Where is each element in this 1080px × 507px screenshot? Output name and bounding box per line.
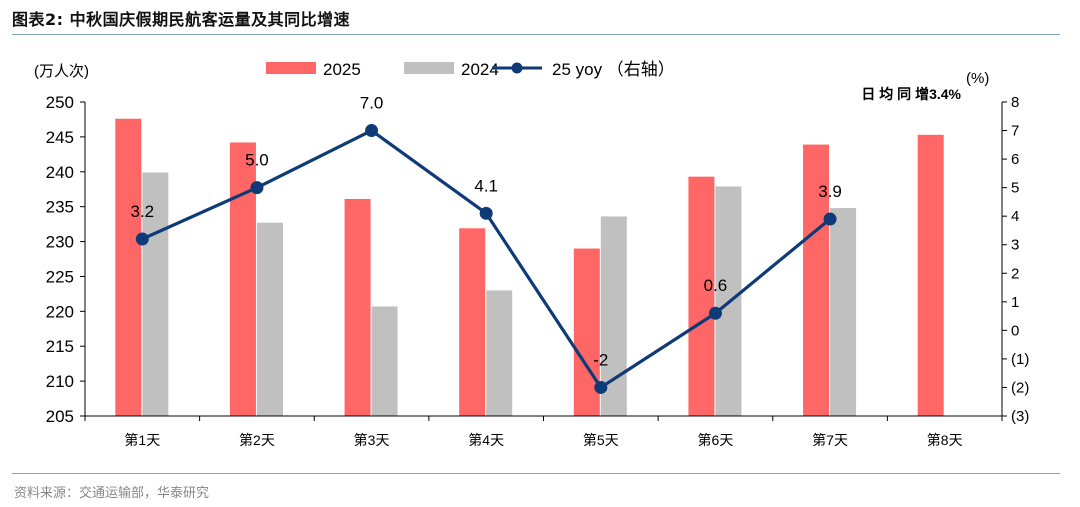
left-tick-label: 245 — [46, 128, 74, 147]
right-tick-label: 2 — [1011, 265, 1019, 282]
bar-2024-第3天 — [371, 306, 398, 416]
left-tick-label: 220 — [46, 302, 74, 321]
left-tick-label: 230 — [46, 233, 74, 252]
left-axis-label: (万人次) — [34, 63, 89, 80]
right-tick-label: 6 — [1011, 151, 1019, 168]
x-tick-label: 第4天 — [468, 432, 504, 448]
right-tick-label: 1 — [1011, 294, 1019, 311]
yoy-point-第1天 — [135, 232, 149, 246]
bar-2024-第7天 — [830, 208, 857, 416]
legend-label-2025: 2025 — [323, 60, 361, 79]
left-tick-label: 225 — [46, 267, 74, 286]
legend-swatch-2025 — [266, 62, 316, 74]
legend-marker-yoy — [511, 62, 523, 74]
x-tick-label: 第3天 — [354, 432, 390, 448]
bar-2024-第2天 — [256, 222, 283, 416]
yoy-point-第7天 — [823, 212, 837, 226]
right-tick-label: 5 — [1011, 180, 1019, 197]
left-tick-label: 250 — [46, 93, 74, 112]
legend-label-yoy: 25 yoy （右轴） — [552, 60, 675, 79]
right-tick-label: 8 — [1011, 94, 1019, 111]
source-divider — [12, 473, 1060, 474]
x-tick-label: 第7天 — [812, 432, 848, 448]
yoy-data-label-第1天: 3.2 — [130, 202, 154, 221]
left-tick-label: 210 — [46, 372, 74, 391]
bar-2025-第4天 — [459, 228, 486, 416]
bar-2025-第6天 — [688, 176, 715, 416]
bar-2025-第7天 — [803, 144, 830, 416]
source-note: 资料来源：交通运输部，华泰研究 — [14, 486, 210, 501]
bar-2025-第1天 — [115, 118, 142, 416]
yoy-point-第5天 — [594, 380, 608, 394]
yoy-data-label-第7天: 3.9 — [818, 182, 842, 201]
legend-swatch-2024 — [404, 62, 454, 74]
annotation-daily-growth: 日 均 同 增3.4% — [861, 86, 961, 102]
yoy-point-第3天 — [365, 124, 379, 138]
yoy-data-label-第5天: -2 — [593, 350, 608, 369]
yoy-data-label-第6天: 0.6 — [704, 276, 728, 295]
chart: 205210215220225230235240245250(3)(2)(1)0… — [34, 60, 1029, 448]
right-axis-label: (%) — [966, 70, 989, 87]
yoy-data-label-第2天: 5.0 — [245, 151, 269, 170]
left-tick-label: 205 — [46, 407, 74, 426]
title-divider — [12, 34, 1060, 35]
x-tick-label: 第6天 — [698, 432, 734, 448]
bar-2025-第8天 — [917, 134, 944, 416]
legend: 2025 2024 25 yoy （右轴） — [266, 60, 675, 79]
yoy-point-第4天 — [479, 206, 493, 220]
x-tick-label: 第1天 — [124, 432, 160, 448]
bar-2024-第1天 — [142, 172, 169, 416]
right-tick-label: 7 — [1011, 123, 1019, 140]
yoy-data-label-第4天: 4.1 — [474, 176, 498, 195]
x-tick-label: 第8天 — [927, 432, 963, 448]
right-tick-label: 3 — [1011, 237, 1019, 254]
bar-2024-第4天 — [486, 290, 513, 416]
left-tick-label: 215 — [46, 337, 74, 356]
left-tick-label: 235 — [46, 198, 74, 217]
legend-label-2024: 2024 — [461, 60, 499, 79]
right-tick-label: 0 — [1011, 322, 1019, 339]
right-tick-label: (1) — [1011, 351, 1029, 368]
right-tick-label: (3) — [1011, 408, 1029, 425]
yoy-point-第6天 — [708, 306, 722, 320]
x-tick-label: 第5天 — [583, 432, 619, 448]
x-tick-label: 第2天 — [239, 432, 275, 448]
right-tick-label: 4 — [1011, 208, 1019, 225]
figure-title: 图表2: 中秋国庆假期民航客运量及其同比增速 — [12, 10, 351, 29]
yoy-point-第2天 — [250, 181, 264, 195]
right-tick-label: (2) — [1011, 379, 1029, 396]
left-tick-label: 240 — [46, 163, 74, 182]
yoy-data-label-第3天: 7.0 — [360, 94, 384, 113]
bar-2025-第3天 — [344, 198, 371, 416]
